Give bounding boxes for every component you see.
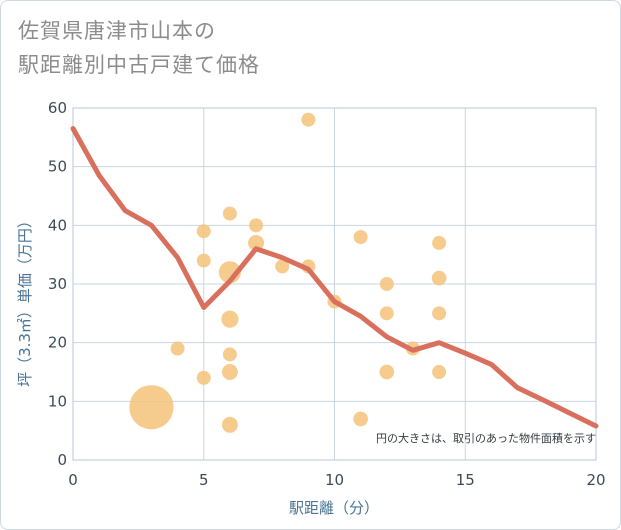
y-tick-label-0: 0 bbox=[57, 451, 67, 469]
y-tick-label-10: 10 bbox=[48, 392, 67, 410]
bubble-point-11 bbox=[249, 218, 264, 233]
bubble-point-7 bbox=[221, 310, 239, 328]
grid-lines bbox=[73, 108, 596, 460]
bubble-point-1 bbox=[170, 341, 185, 356]
y-tick-label-20: 20 bbox=[48, 334, 67, 352]
bubble-point-25 bbox=[432, 306, 447, 321]
bubble-point-23 bbox=[432, 235, 447, 250]
bubble-point-21 bbox=[379, 364, 395, 380]
y-tick-label-40: 40 bbox=[48, 216, 67, 234]
bubble-point-8 bbox=[222, 347, 237, 362]
bubble-point-17 bbox=[353, 230, 368, 245]
bubble-point-0 bbox=[129, 385, 174, 430]
trend-line bbox=[70, 126, 599, 429]
axis-ticks: 0 5 10 15 20 0 10 20 30 40 50 60 bbox=[48, 99, 606, 489]
bubble-point-19 bbox=[379, 277, 394, 291]
bubble-point-18 bbox=[353, 411, 368, 427]
bubble-point-20 bbox=[379, 306, 394, 321]
y-tick-label-50: 50 bbox=[48, 158, 67, 176]
bubble-point-14 bbox=[301, 112, 316, 127]
x-tick-label-10: 10 bbox=[325, 471, 344, 489]
y-tick-label-60: 60 bbox=[48, 99, 67, 117]
x-tick-label-15: 15 bbox=[456, 471, 475, 489]
x-tick-label-5: 5 bbox=[199, 471, 209, 489]
bubbles bbox=[129, 112, 447, 433]
x-tick-label-20: 20 bbox=[586, 471, 605, 489]
bubble-point-10 bbox=[221, 416, 238, 433]
chart-title-line2: 駅距離別中古戸建て価格 bbox=[18, 53, 260, 77]
bubble-point-3 bbox=[196, 253, 211, 268]
bubble-point-9 bbox=[221, 364, 238, 380]
chart-title: 佐賀県唐津市山本の 駅距離別中古戸建て価格 bbox=[18, 14, 260, 82]
bubble-point-4 bbox=[196, 370, 211, 385]
bubble-point-5 bbox=[222, 206, 237, 221]
bubble-point-12 bbox=[248, 234, 265, 251]
bubble-point-26 bbox=[432, 365, 447, 379]
size-note: 円の大きさは、取引のあった物件面積を示す bbox=[376, 431, 596, 445]
bubble-point-13 bbox=[275, 259, 290, 274]
x-axis-label: 駅距離（分） bbox=[289, 499, 379, 517]
bubble-point-2 bbox=[196, 224, 211, 239]
y-tick-label-30: 30 bbox=[48, 275, 67, 293]
chart-title-line1: 佐賀県唐津市山本の bbox=[18, 19, 216, 43]
x-tick-label-0: 0 bbox=[68, 471, 78, 489]
bubble-point-24 bbox=[431, 270, 447, 286]
y-axis-label: 坪（3.3㎡）単価（万円） bbox=[16, 213, 34, 387]
